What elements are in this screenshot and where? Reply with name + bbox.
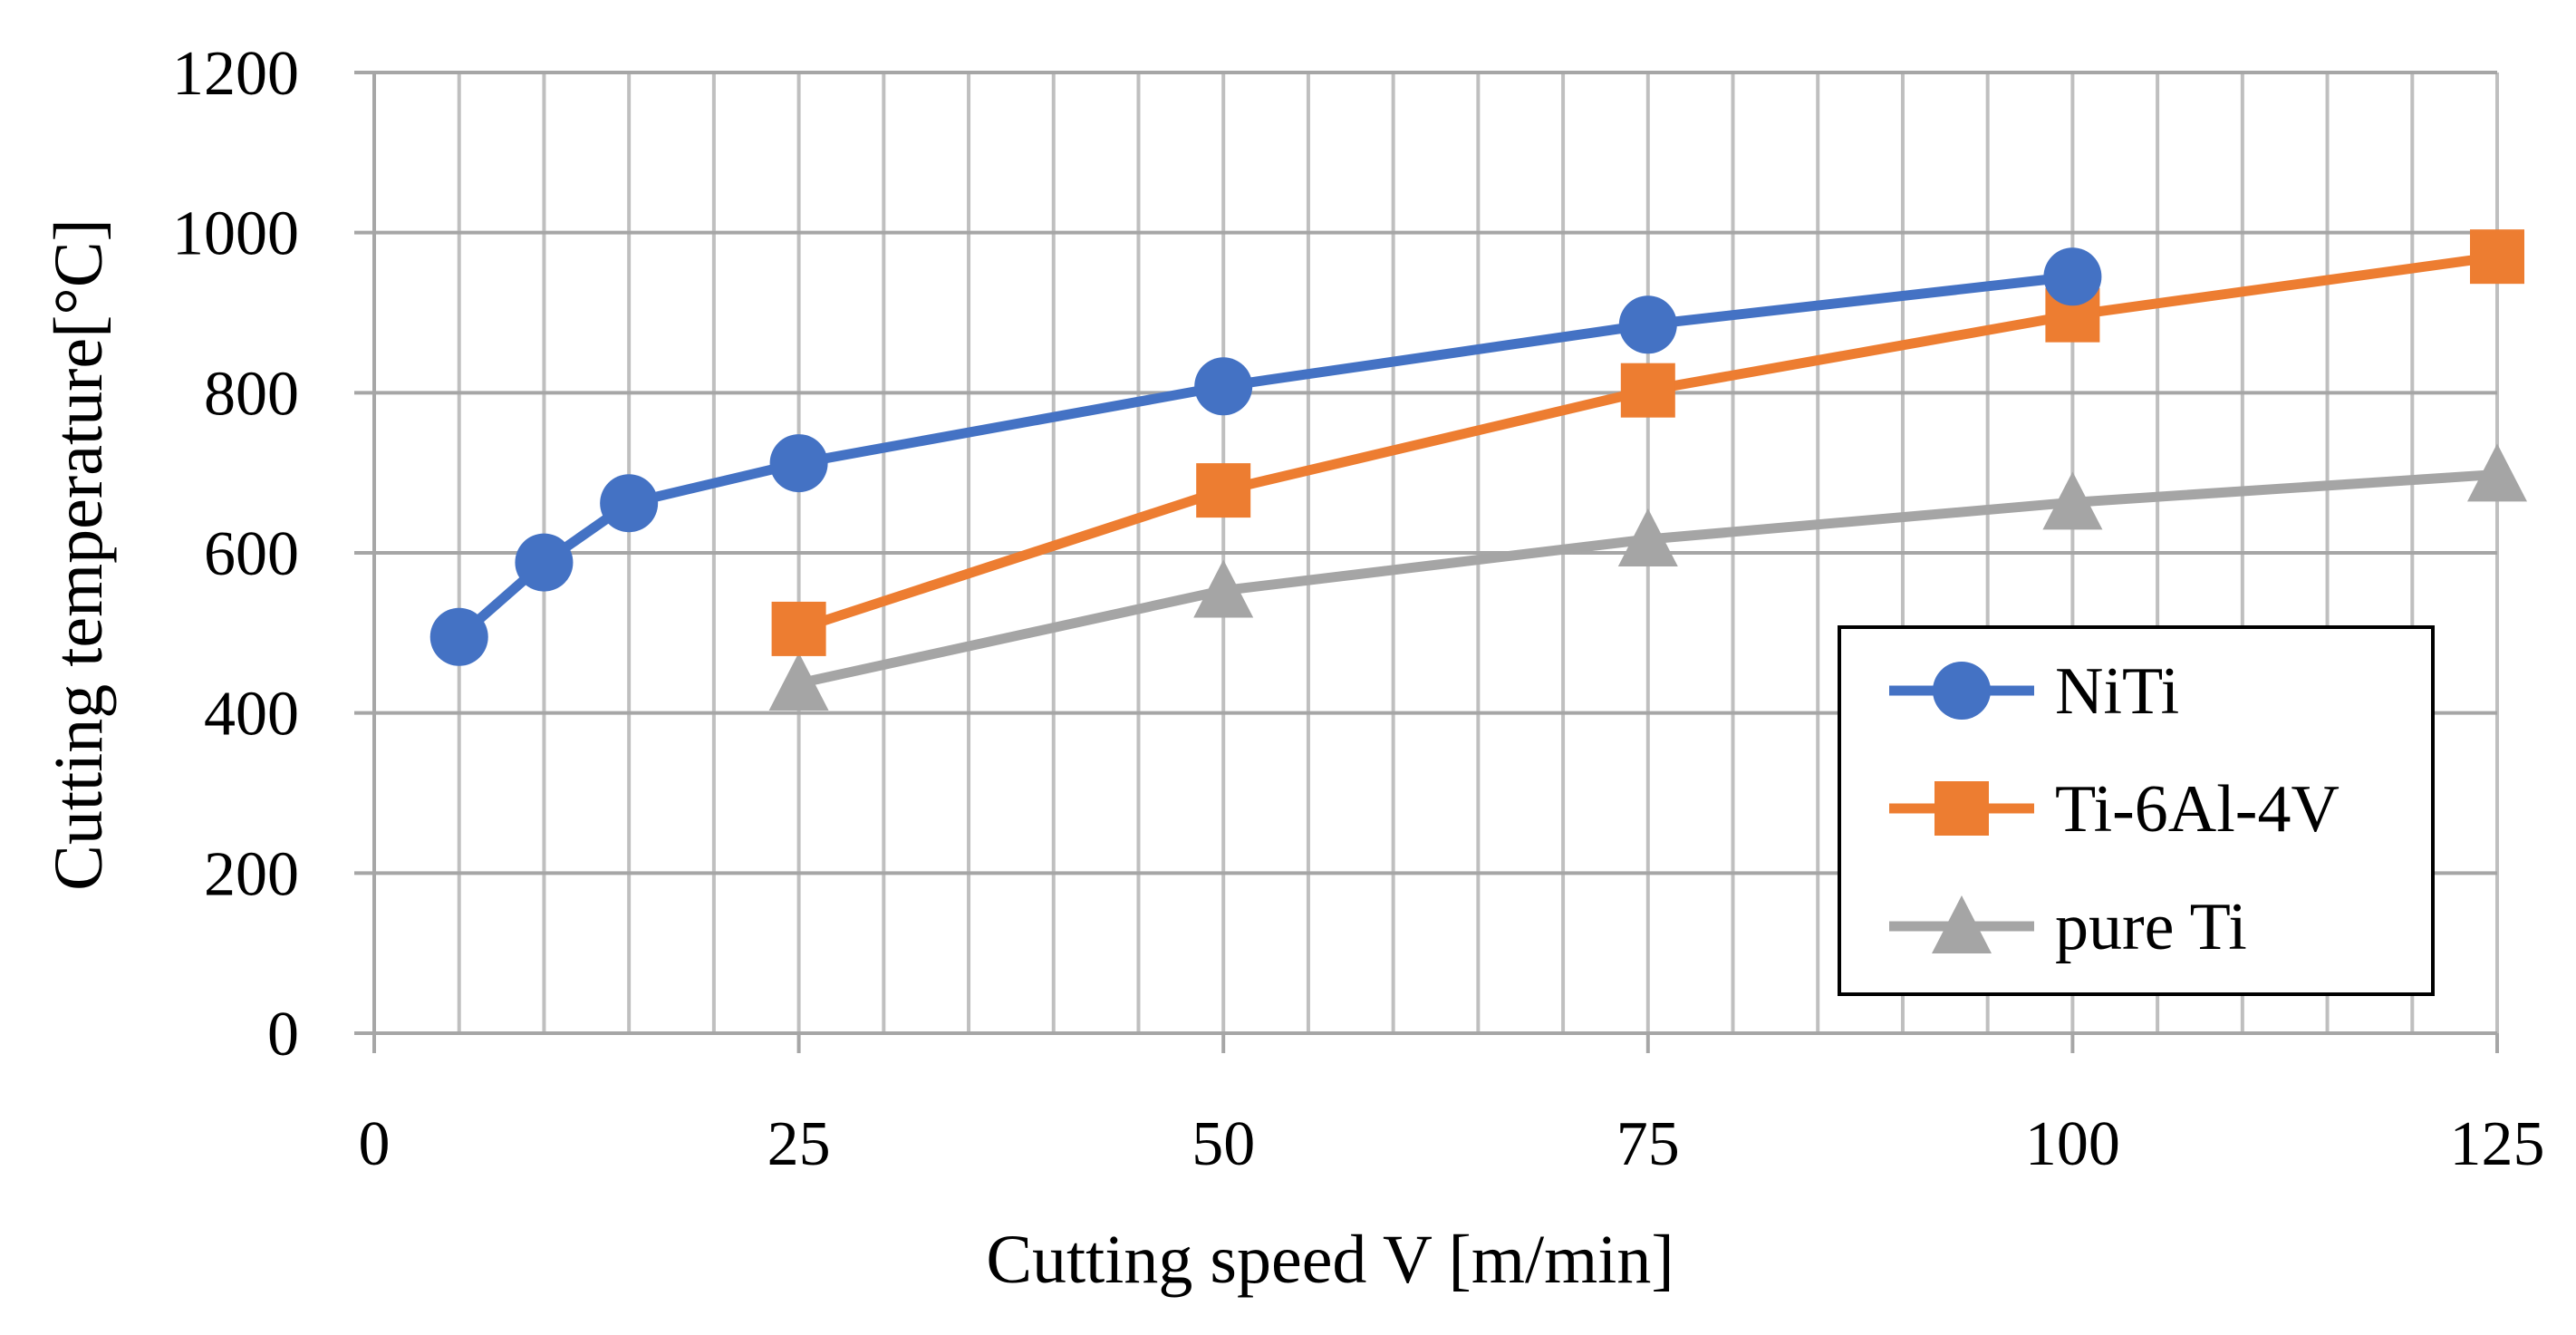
legend-label: NiTi — [2055, 654, 2179, 729]
data-point — [771, 601, 826, 656]
data-point — [1193, 559, 1254, 618]
data-point — [2043, 247, 2102, 306]
legend-marker — [1934, 781, 1989, 836]
legend-label: pure Ti — [2055, 890, 2247, 964]
x-tick-label: 100 — [2025, 1109, 2120, 1179]
series-niti — [429, 247, 2102, 666]
y-tick-label: 600 — [204, 519, 299, 589]
legend-marker — [1932, 895, 1992, 953]
x-axis-title: Cutting speed V [m/min] — [986, 1222, 1674, 1298]
series-group — [429, 229, 2527, 711]
legend: NiTi Ti-6Al-4V pure Ti — [1838, 625, 2435, 996]
data-point — [2467, 443, 2527, 502]
data-point — [515, 533, 574, 592]
axes — [354, 73, 2499, 1053]
x-tick-label: 50 — [1192, 1109, 1255, 1179]
data-point — [768, 652, 829, 711]
legend-item-niti: NiTi — [1889, 654, 2179, 729]
data-point — [1196, 463, 1251, 518]
x-tick-label: 0 — [359, 1109, 391, 1179]
y-tick-label: 1200 — [172, 39, 299, 109]
data-point — [1194, 357, 1253, 416]
legend-marker — [1933, 662, 1991, 720]
x-tick-label: 25 — [767, 1109, 831, 1179]
data-point — [2470, 229, 2524, 285]
legend-item-pure-ti: pure Ti — [1889, 890, 2247, 964]
data-point — [1620, 363, 1675, 418]
series-pure-ti — [768, 443, 2527, 711]
legend-label: Ti-6Al-4V — [2055, 772, 2340, 846]
data-point — [429, 607, 488, 666]
legend-item-ti-6al-4v: Ti-6Al-4V — [1889, 772, 2340, 846]
data-point — [769, 434, 828, 493]
y-tick-label: 1000 — [172, 199, 299, 269]
tick-labels: 0 200 400 600 800 1000 1200 0 25 50 75 100 125 — [172, 39, 2545, 1179]
y-tick-label: 800 — [204, 359, 299, 429]
x-tick-label: 125 — [2450, 1109, 2545, 1179]
data-point — [600, 474, 659, 533]
data-point — [2042, 471, 2103, 530]
data-point — [1617, 508, 1678, 566]
y-tick-label: 200 — [204, 839, 299, 909]
y-tick-label: 0 — [267, 1000, 299, 1069]
data-point — [1618, 295, 1677, 354]
x-tick-label: 75 — [1616, 1109, 1680, 1179]
y-axis-title: Cutting temperature[°C] — [41, 218, 117, 891]
y-tick-label: 400 — [204, 680, 299, 750]
